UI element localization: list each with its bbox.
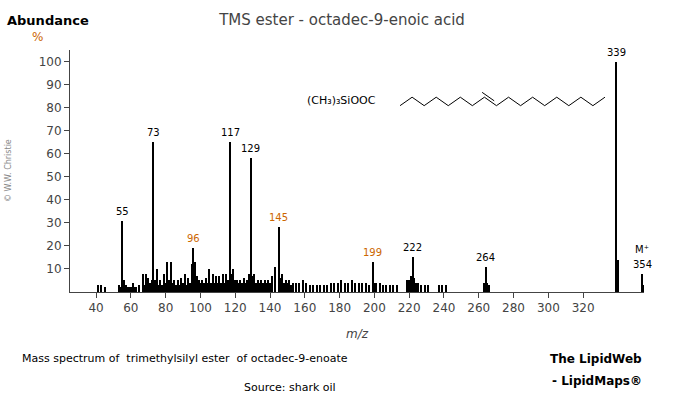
svg-text:70: 70 bbox=[46, 124, 61, 138]
svg-text:200: 200 bbox=[363, 301, 386, 315]
svg-text:320: 320 bbox=[572, 301, 595, 315]
svg-text:240: 240 bbox=[433, 301, 456, 315]
svg-text:145: 145 bbox=[269, 212, 288, 223]
svg-text:354: 354 bbox=[633, 259, 652, 270]
svg-text:%: % bbox=[32, 30, 43, 44]
svg-text:Source: shark oil: Source: shark oil bbox=[244, 381, 336, 394]
svg-text:40: 40 bbox=[46, 193, 61, 207]
svg-text:Abundance: Abundance bbox=[7, 13, 89, 28]
svg-text:117: 117 bbox=[221, 127, 240, 138]
svg-text:60: 60 bbox=[123, 301, 138, 315]
svg-text:55: 55 bbox=[116, 206, 129, 217]
svg-text:100: 100 bbox=[39, 55, 62, 69]
svg-text:TMS ester - octadec-9-enoic ac: TMS ester - octadec-9-enoic acid bbox=[218, 11, 465, 29]
svg-text:80: 80 bbox=[46, 101, 61, 115]
svg-text:140: 140 bbox=[259, 301, 282, 315]
svg-text:199: 199 bbox=[363, 247, 382, 258]
svg-text:The LipidWeb: The LipidWeb bbox=[550, 352, 642, 366]
svg-text:Mass spectrum of trimethylsil: Mass spectrum of trimethylsilyl ester of… bbox=[22, 352, 348, 365]
svg-text:© W.W. Christie: © W.W. Christie bbox=[4, 139, 13, 202]
svg-text:339: 339 bbox=[607, 47, 626, 58]
svg-text:120: 120 bbox=[224, 301, 247, 315]
svg-text:- LipidMaps®: - LipidMaps® bbox=[552, 374, 642, 388]
svg-text:80: 80 bbox=[158, 301, 173, 315]
svg-text:160: 160 bbox=[293, 301, 316, 315]
svg-text:260: 260 bbox=[467, 301, 490, 315]
svg-text:73: 73 bbox=[147, 127, 160, 138]
svg-text:40: 40 bbox=[88, 301, 103, 315]
svg-text:96: 96 bbox=[187, 233, 200, 244]
svg-text:100: 100 bbox=[189, 301, 212, 315]
svg-text:300: 300 bbox=[537, 301, 560, 315]
svg-text:280: 280 bbox=[502, 301, 525, 315]
svg-text:20: 20 bbox=[46, 239, 61, 253]
svg-text:180: 180 bbox=[328, 301, 351, 315]
svg-text:129: 129 bbox=[241, 143, 260, 154]
svg-text:60: 60 bbox=[46, 147, 61, 161]
svg-text:90: 90 bbox=[46, 78, 61, 92]
svg-text:222: 222 bbox=[403, 242, 422, 253]
svg-text:30: 30 bbox=[46, 216, 61, 230]
svg-text:M⁺: M⁺ bbox=[635, 244, 649, 255]
svg-text:(CH₃)₃SiOOC: (CH₃)₃SiOOC bbox=[307, 94, 376, 107]
svg-text:264: 264 bbox=[476, 252, 495, 263]
svg-text:10: 10 bbox=[46, 262, 61, 276]
svg-text:220: 220 bbox=[398, 301, 421, 315]
svg-text:m/z: m/z bbox=[346, 327, 369, 341]
svg-text:50: 50 bbox=[46, 170, 61, 184]
